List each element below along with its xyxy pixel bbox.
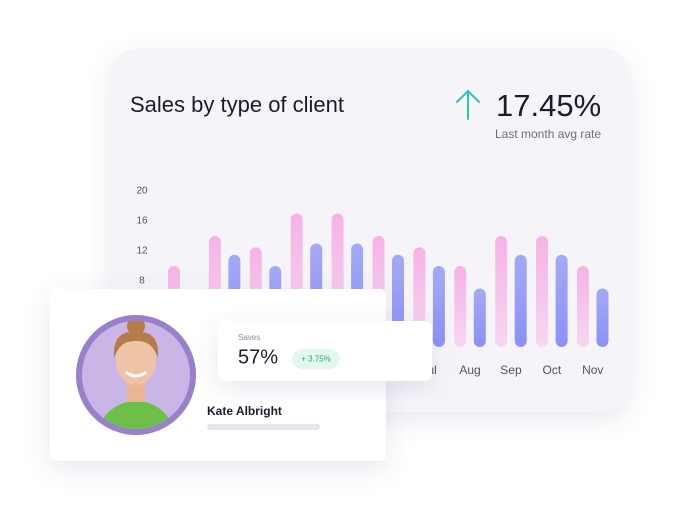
x-tick-label: Aug [459,363,480,377]
bar [473,288,486,347]
saves-change: + 3.75% [301,355,331,364]
y-tick-label: 8 [139,276,145,287]
bar [596,288,609,347]
arrow-up-icon [456,89,480,120]
profile-name: Kate Albright [207,404,282,418]
saves-value: 57% [238,346,278,368]
x-tick-label: Oct [543,363,562,377]
bar [536,236,549,347]
bar [454,266,467,347]
y-tick-label: 20 [136,186,148,197]
bar [432,266,445,347]
chart-title: Sales by type of client [130,92,344,117]
saves-label: Saves [238,333,260,342]
avatar [82,321,190,429]
x-tick-label: Sep [500,363,522,377]
x-tick-label: Nov [582,363,603,377]
bar [555,254,568,347]
stat-value: 17.45% [496,88,601,123]
y-tick-label: 12 [136,246,148,257]
y-tick-label: 16 [136,216,148,227]
bar [495,236,508,347]
stat-caption: Last month avg rate [495,127,601,141]
bar [577,266,589,347]
profile-placeholder [207,424,320,430]
bar [514,254,527,347]
change-pill [292,349,340,369]
